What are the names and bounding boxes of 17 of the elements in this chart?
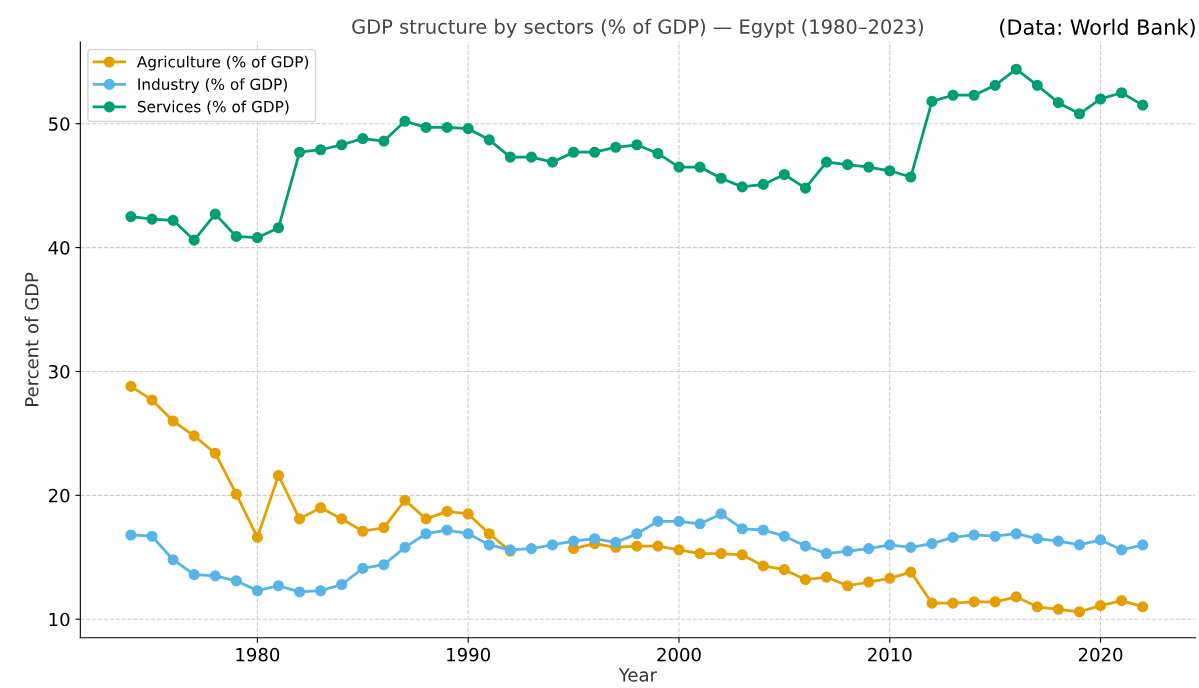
x-axis-title: Year (618, 668, 657, 682)
y-tick-label: 30 (49, 364, 70, 379)
x-tick-label: 2000 (657, 647, 701, 662)
x-tick-label: 2010 (868, 647, 912, 662)
legend-label: Agriculture (% of GDP) (136, 55, 309, 71)
legend-label: Industry (% of GDP) (138, 78, 287, 93)
y-tick-label: 40 (48, 241, 70, 255)
y-tick-label: 50 (49, 117, 70, 131)
legend-label: Services (% of GDP) (137, 100, 289, 115)
x-tick-label: 1980 (236, 647, 280, 662)
chart-title: GDP structure by sectors (% of GDP) — Egypt (1980–2023) (352, 18, 923, 38)
y-axis-title: Percent of GDP (24, 272, 39, 406)
y-tick-label: 10 (49, 612, 70, 627)
text: (Data: World Bank) (1000, 18, 1195, 38)
x-tick-label: 2020 (1078, 647, 1123, 662)
x-tick-label: 1990 (447, 647, 490, 662)
y-tick-label: 20 (48, 488, 70, 503)
